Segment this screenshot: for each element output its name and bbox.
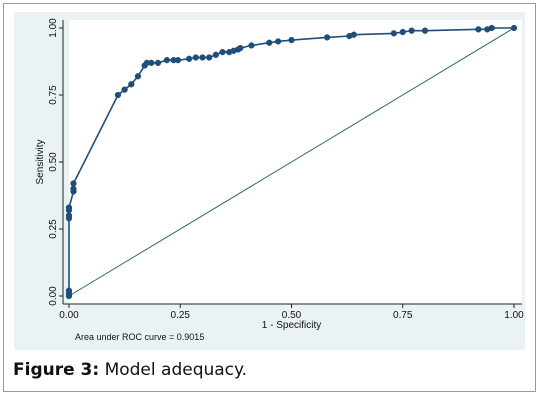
roc-point (121, 86, 128, 93)
plot-panel: 0.00 0.25 0.50 0.75 1.00 0.00 0.25 0.50 0.75 1.00… (14, 12, 525, 350)
roc-point (323, 34, 331, 41)
roc-point (288, 36, 295, 44)
roc-point (174, 57, 182, 64)
reference-diagonal-line (68, 27, 515, 297)
roc-point (154, 59, 162, 66)
x-tick-label: 0.75 (393, 310, 413, 321)
roc-point (237, 44, 244, 52)
roc-point (350, 31, 357, 38)
roc-point (128, 81, 135, 88)
roc-point (70, 180, 77, 187)
x-tick-label: 0.50 (282, 310, 302, 321)
roc-point (192, 54, 199, 61)
axes-layer (59, 20, 522, 308)
roc-point (186, 55, 193, 62)
y-tick-label: 0.00 (48, 286, 59, 306)
roc-point (510, 24, 518, 32)
roc-point (199, 54, 206, 61)
roc-point (65, 287, 73, 294)
y-tick-label: 0.75 (48, 85, 59, 105)
roc-point (275, 38, 282, 45)
figure-caption: Figure 3: Model adequacy. (13, 360, 247, 380)
auc-annotation: Area under ROC curve = 0.9015 (75, 332, 205, 342)
roc-point (390, 30, 398, 37)
x-tick-label: 0.00 (59, 310, 79, 321)
reference-line-layer (68, 27, 515, 297)
roc-point (163, 57, 171, 64)
roc-point (206, 54, 213, 61)
roc-point (65, 204, 73, 211)
roc-point (65, 212, 73, 219)
roc-point (212, 51, 220, 58)
roc-point (488, 24, 495, 32)
roc-point (399, 28, 406, 36)
roc-point (219, 48, 226, 56)
roc-point (134, 73, 142, 80)
roc-point (70, 185, 77, 192)
x-tick-label: 1.00 (504, 310, 524, 321)
x-axis-title: 1 - Specificity (262, 320, 321, 331)
roc-point (114, 91, 122, 99)
roc-chart: 0.00 0.25 0.50 0.75 1.00 0.00 0.25 0.50 0.75 1.00… (35, 18, 524, 331)
y-axis-title: Sensitivity (35, 139, 46, 184)
roc-points-layer (65, 24, 518, 300)
roc-point (248, 42, 255, 49)
plot-region (69, 20, 522, 304)
y-tick-label: 1.00 (48, 18, 59, 38)
x-tick-label: 0.25 (171, 310, 191, 321)
figure-frame: 0.00 0.25 0.50 0.75 1.00 0.00 0.25 0.50 0.75 1.00… (3, 3, 536, 392)
roc-point (475, 26, 482, 33)
roc-point (408, 27, 415, 34)
y-tick-label: 0.50 (48, 152, 59, 172)
roc-point (148, 59, 155, 66)
roc-point (266, 39, 273, 46)
figure-caption-text: Model adequacy. (99, 360, 248, 380)
tick-label-layer: 0.00 0.25 0.50 0.75 1.00 0.00 0.25 0.50 0.75 1.00… (35, 18, 524, 331)
roc-point (421, 27, 429, 34)
figure-caption-label: Figure 3: (13, 360, 100, 380)
y-tick-label: 0.25 (48, 219, 59, 239)
